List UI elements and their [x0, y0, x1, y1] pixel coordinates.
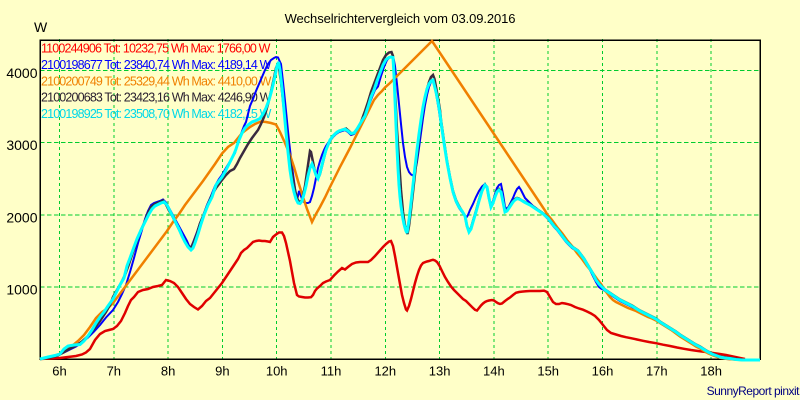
svg-text:10h: 10h	[266, 364, 288, 379]
svg-text:1000: 1000	[6, 282, 37, 298]
svg-text:16h: 16h	[592, 364, 614, 379]
svg-text:15h: 15h	[537, 364, 559, 379]
svg-text:2100198677 Tot: 23840,74 Wh Ma: 2100198677 Tot: 23840,74 Wh Max: 4189,14…	[41, 58, 272, 72]
svg-text:2100200683 Tot: 23423,16 Wh Ma: 2100200683 Tot: 23423,16 Wh Max: 4246,90…	[41, 91, 272, 105]
svg-text:12h: 12h	[374, 364, 396, 379]
svg-text:Wechselrichtervergleich vom 03: Wechselrichtervergleich vom 03.09.2016	[285, 11, 516, 26]
svg-text:1100244906 Tot: 10232,75 Wh Ma: 1100244906 Tot: 10232,75 Wh Max: 1766,00…	[41, 42, 271, 56]
svg-text:9h: 9h	[215, 364, 229, 379]
svg-text:4000: 4000	[6, 65, 37, 81]
svg-text:W: W	[34, 19, 48, 35]
svg-text:18h: 18h	[700, 364, 722, 379]
svg-text:SunnyReport pinxit: SunnyReport pinxit	[707, 384, 800, 398]
svg-text:7h: 7h	[107, 364, 121, 379]
svg-text:2100200749 Tot: 25329,44 Wh Ma: 2100200749 Tot: 25329,44 Wh Max: 4410,00…	[41, 74, 272, 88]
svg-text:11h: 11h	[321, 364, 342, 379]
svg-text:6h: 6h	[52, 364, 66, 379]
svg-text:2100198925 Tot: 23508,70 Wh Ma: 2100198925 Tot: 23508,70 Wh Max: 4182,15…	[41, 107, 272, 121]
svg-text:8h: 8h	[161, 364, 175, 379]
svg-text:2000: 2000	[6, 209, 37, 225]
svg-text:17h: 17h	[646, 364, 668, 379]
svg-text:3000: 3000	[6, 137, 37, 153]
svg-text:14h: 14h	[483, 364, 505, 379]
svg-text:13h: 13h	[429, 364, 451, 379]
